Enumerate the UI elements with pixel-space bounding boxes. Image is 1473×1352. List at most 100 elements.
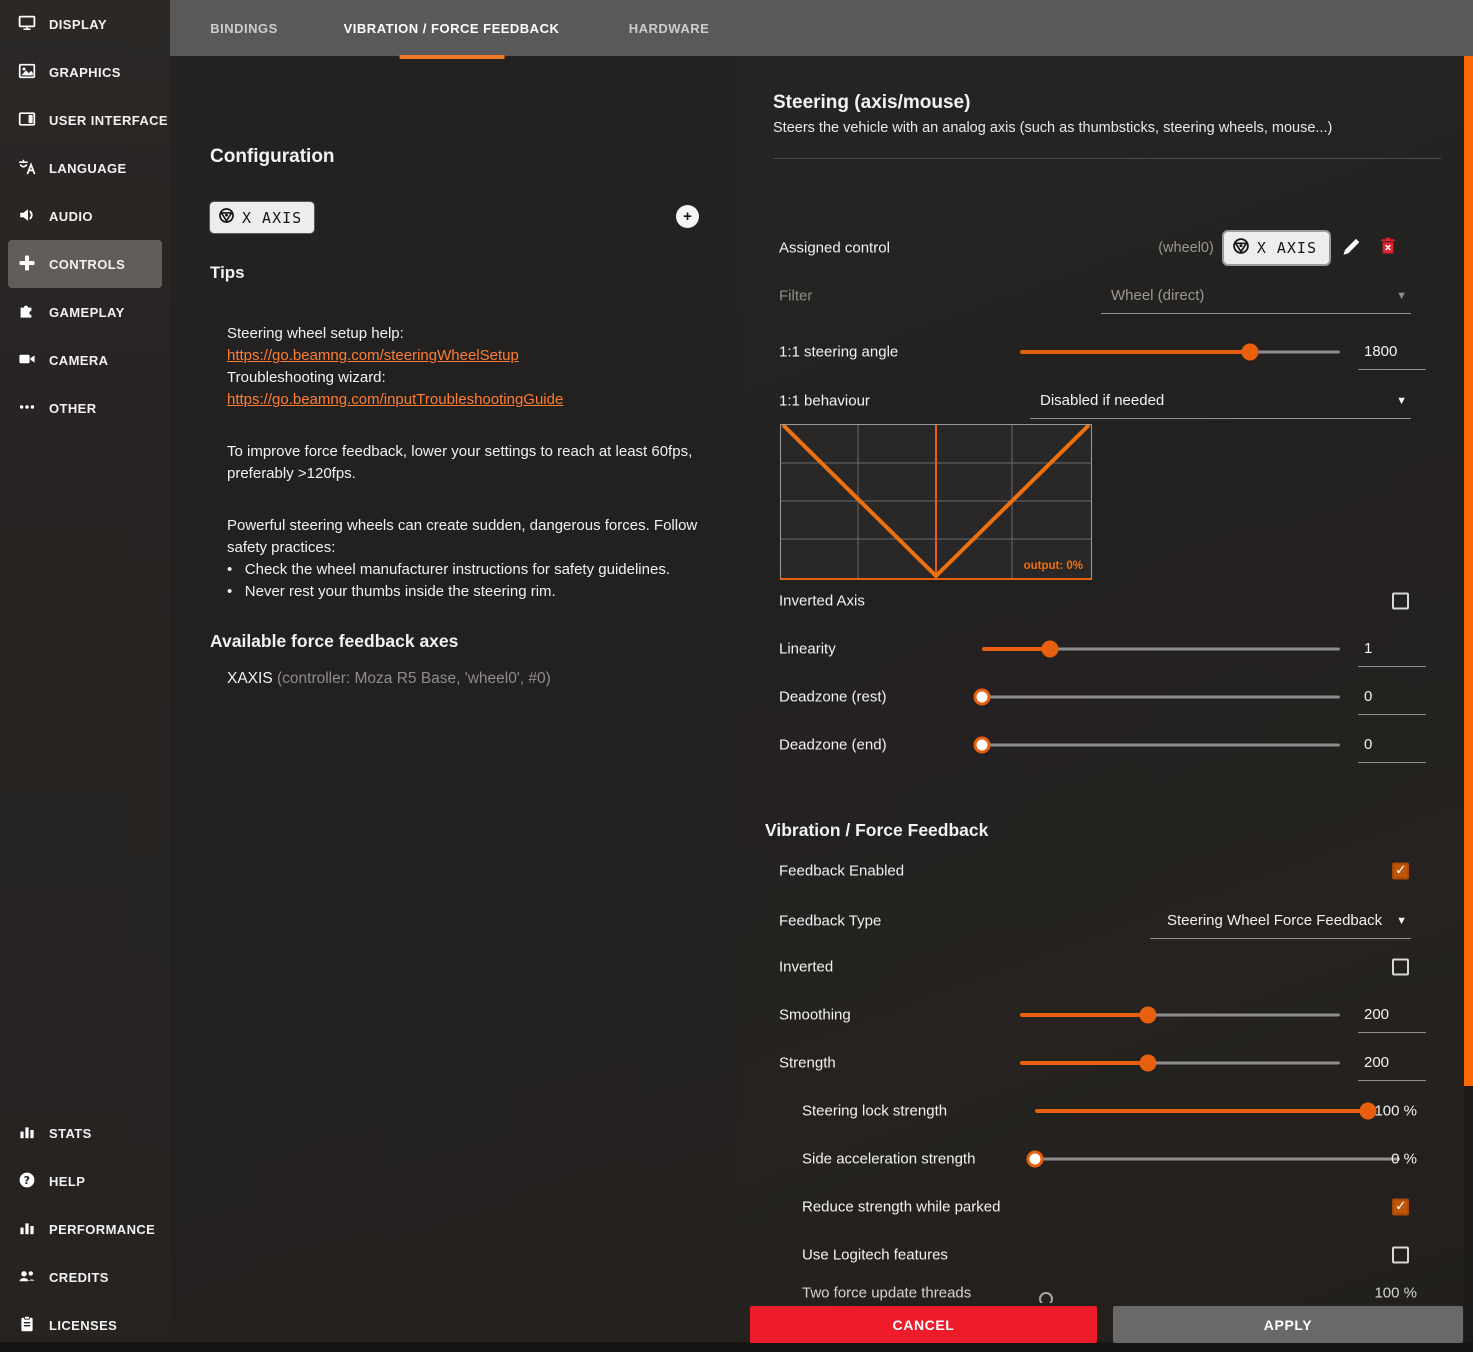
slider-fill [1020,350,1251,354]
deadzone-end-slider[interactable] [973,727,1340,763]
pencil-icon [1340,234,1364,263]
inverted-axis-checkbox[interactable] [1392,592,1409,610]
chip-label: X AXIS [242,208,303,227]
tab-vibration-force-feedback[interactable]: VIBRATION / FORCE FEEDBACK [318,0,585,59]
scrollbar-thumb[interactable] [1464,56,1473,1086]
x-axis-chip[interactable]: X AXIS [210,202,315,233]
side-accel-strength-slider[interactable] [1026,1141,1400,1177]
behaviour-value: Disabled if needed [1040,392,1165,409]
tips-bullet: Never rest your thumbs inside the steeri… [227,581,701,603]
apply-button[interactable]: APPLY [1113,1306,1463,1343]
chevron-down-icon: ▼ [1396,914,1407,927]
sidebar-item-user-interface[interactable]: USER INTERFACE [0,96,170,144]
sidebar-item-stats[interactable]: STATS [0,1109,170,1157]
inverted-axis-row: Inverted Axis [779,583,1431,619]
troubleshooting-guide-link[interactable]: https://go.beamng.com/inputTroubleshooti… [227,391,564,408]
ffb-section-title: Vibration / Force Feedback [765,819,989,840]
sidebar-item-language[interactable]: LANGUAGE [0,144,170,192]
strength-value-input[interactable]: 200 [1358,1045,1426,1081]
question-circle-icon: ? [18,1171,36,1192]
feedback-type-dropdown[interactable]: Steering Wheel Force Feedback ▼ [1150,903,1411,939]
cancel-button[interactable]: CANCEL [750,1306,1097,1343]
behaviour-dropdown[interactable]: Disabled if needed ▼ [1030,383,1411,419]
sidebar-item-display[interactable]: DISPLAY [0,0,170,48]
sidebar-item-controls[interactable]: CONTROLS [8,240,162,288]
deadzone-rest-slider[interactable] [973,679,1340,715]
slider-fill [1020,1013,1148,1017]
feedback-enabled-checkbox[interactable] [1392,862,1409,880]
slider-handle[interactable] [973,688,991,706]
sidebar-item-licenses[interactable]: LICENSES [0,1301,170,1349]
axis-name: XAXIS [227,670,273,687]
behaviour-row: 1:1 behaviour Disabled if needed ▼ [779,383,1431,419]
active-tab-underline [399,55,504,59]
slider-track[interactable] [1020,1013,1340,1017]
slider-track[interactable] [982,743,1340,747]
slider-handle[interactable] [1041,640,1059,658]
sidebar-item-gameplay[interactable]: GAMEPLAY [0,288,170,336]
slider-handle[interactable] [1359,1102,1377,1120]
deadzone-end-value-input[interactable]: 0 [1358,727,1426,763]
tab-hardware[interactable]: HARDWARE [585,0,753,56]
reduce-parked-label: Reduce strength while parked [802,1198,1001,1216]
puzzle-icon [18,302,36,323]
sidebar-item-label: STATS [49,1125,92,1141]
gamepad-icon [18,254,36,275]
sidebar-item-help[interactable]: ? HELP [0,1157,170,1205]
axis-detail: (controller: Moza R5 Base, 'wheel0', #0) [276,670,551,687]
slider-handle[interactable] [1241,343,1259,361]
assigned-x-axis-chip[interactable]: X AXIS [1223,232,1329,264]
smoothing-row: Smoothing 200 [779,997,1431,1033]
display-icon [18,14,36,35]
available-axes-title: Available force feedback axes [210,631,459,651]
add-configuration-button[interactable]: + [676,205,699,228]
deadzone-rest-value-input[interactable]: 0 [1358,679,1426,715]
feedback-type-label: Feedback Type [779,912,882,930]
steering-wheel-setup-link[interactable]: https://go.beamng.com/steeringWheelSetup [227,347,519,364]
linearity-slider[interactable] [982,631,1340,667]
controls-tabbar: BINDINGS VIBRATION / FORCE FEEDBACK HARD… [170,0,1473,59]
sidebar-item-graphics[interactable]: GRAPHICS [0,48,170,96]
scrollbar-track[interactable] [1464,56,1473,1342]
chevron-down-icon: ▼ [1396,394,1407,407]
steering-lock-strength-slider[interactable] [1035,1093,1377,1129]
steering-angle-slider[interactable] [1020,334,1340,370]
ellipsis-icon [18,398,36,419]
response-curve-graph[interactable]: output: 0% [780,423,1092,580]
ffb-inverted-checkbox[interactable] [1392,958,1409,976]
slider-fill [1020,1061,1148,1065]
sidebar-item-audio[interactable]: AUDIO [0,192,170,240]
slider-handle[interactable] [973,736,991,754]
slider-track[interactable] [1035,1157,1400,1161]
sidebar-item-label: USER INTERFACE [49,112,169,128]
slider-track[interactable] [982,695,1340,699]
linearity-value-input[interactable]: 1 [1358,631,1426,667]
sidebar-item-performance[interactable]: PERFORMANCE [0,1205,170,1253]
tab-bindings[interactable]: BINDINGS [170,0,318,56]
sidebar-item-camera[interactable]: CAMERA [0,336,170,384]
smoothing-slider[interactable] [1020,997,1340,1033]
reduce-parked-checkbox[interactable] [1392,1198,1409,1216]
sidebar-item-other[interactable]: OTHER [0,384,170,432]
filter-dropdown[interactable]: Wheel (direct) ▼ [1101,278,1411,314]
smoothing-value-input[interactable]: 200 [1358,997,1426,1033]
sidebar-item-label: GRAPHICS [49,64,121,80]
steering-angle-value-input[interactable]: 1800 [1358,334,1426,370]
divider [773,158,1441,159]
slider-handle[interactable] [1139,1006,1157,1024]
slider-handle[interactable] [1026,1150,1044,1168]
delete-binding-button[interactable] [1375,235,1401,261]
edit-binding-button[interactable] [1339,235,1365,261]
help-icon [1039,1292,1053,1303]
slider-handle[interactable] [1139,1054,1157,1072]
language-icon [18,158,36,179]
strength-slider[interactable] [1020,1045,1340,1081]
tab-label: HARDWARE [628,20,710,36]
behaviour-label: 1:1 behaviour [779,392,870,410]
sidebar-item-credits[interactable]: CREDITS [0,1253,170,1301]
slider-track[interactable] [982,647,1340,651]
filter-label: Filter [779,287,813,305]
people-icon [18,1267,36,1288]
logitech-features-checkbox[interactable] [1392,1246,1409,1264]
slider-track[interactable] [1020,1061,1340,1065]
